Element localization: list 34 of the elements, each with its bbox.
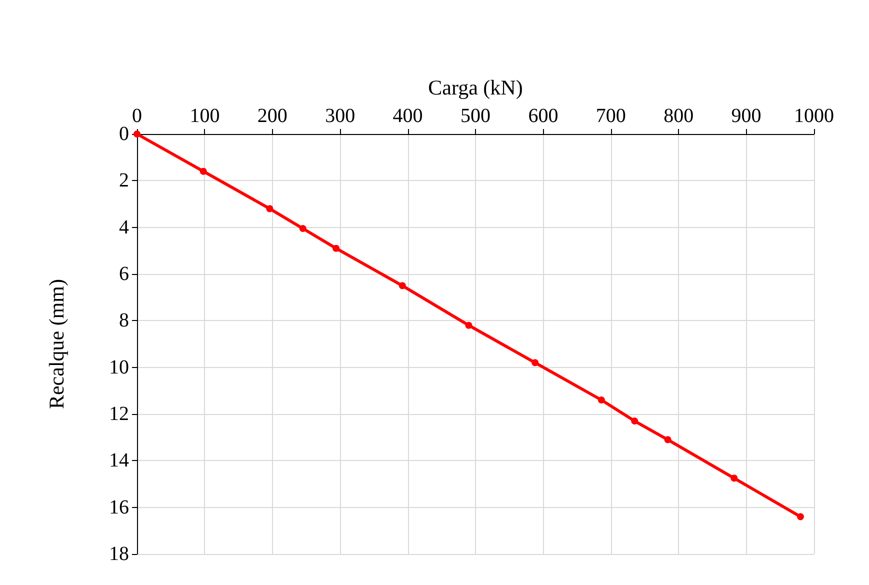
point	[398, 282, 406, 290]
y-tick-label: 10	[109, 356, 129, 378]
x-tick-label: 800	[664, 105, 694, 127]
x-tick-label: 100	[190, 105, 220, 127]
x-axis-title: Carga (kN)	[428, 76, 523, 100]
point	[465, 322, 472, 329]
point	[299, 225, 306, 232]
x-tick-label: 400	[392, 105, 423, 127]
point	[332, 244, 340, 252]
y-tick-label: 0	[119, 123, 129, 145]
x-tick-label: 600	[528, 105, 558, 127]
point	[796, 513, 804, 520]
y-tick-label: 18	[109, 543, 129, 565]
point	[730, 474, 738, 482]
point	[598, 396, 605, 404]
y-tick-label: 8	[119, 310, 129, 332]
x-tick-label: 200	[257, 105, 288, 127]
point	[631, 418, 638, 424]
x-tick-label: 1000	[794, 105, 834, 127]
x-tick-label: 900	[731, 105, 762, 127]
y-tick-label: 12	[109, 403, 129, 425]
point	[200, 168, 207, 175]
y-tick-label: 2	[119, 170, 129, 192]
y-axis-title: Recalque (mm)	[44, 278, 68, 410]
y-tick-label: 14	[109, 450, 129, 472]
point	[532, 359, 539, 366]
point	[664, 436, 672, 444]
x-tick-label: 300	[325, 105, 356, 127]
y-tick-label: 16	[109, 496, 129, 518]
x-tick-label: 500	[460, 105, 490, 127]
point	[266, 205, 274, 212]
y-tick-label: 6	[119, 263, 129, 285]
x-tick-label: 700	[596, 105, 626, 127]
y-tick-label: 4	[119, 216, 129, 238]
